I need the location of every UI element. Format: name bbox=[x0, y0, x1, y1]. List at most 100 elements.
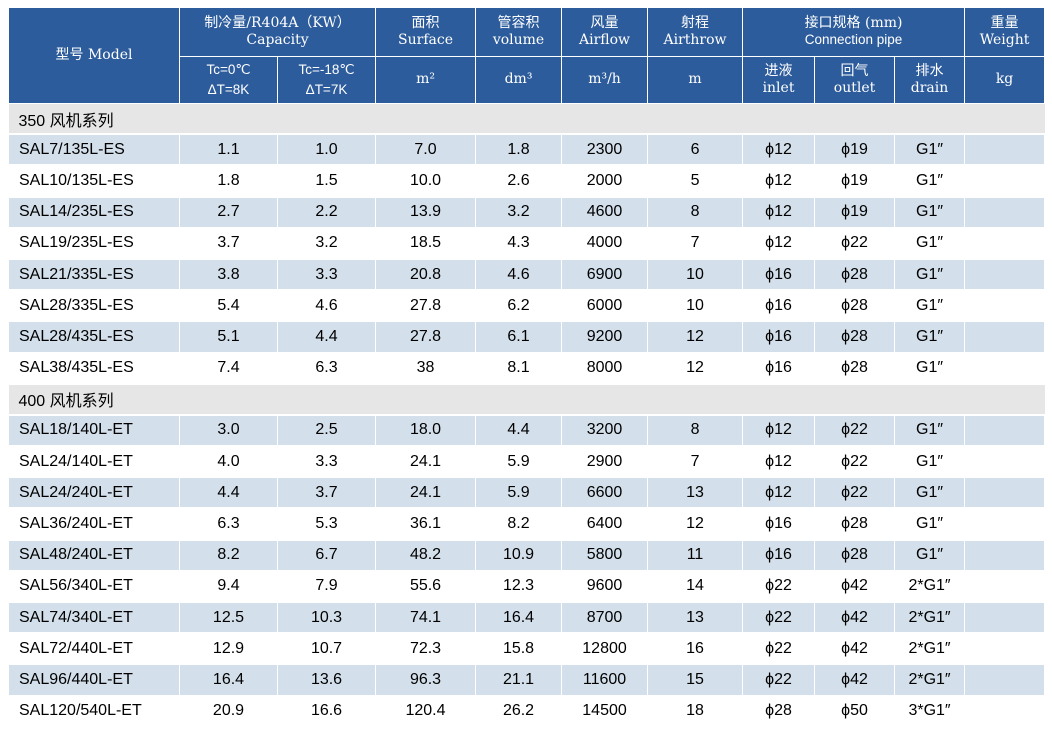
cell-weight bbox=[964, 227, 1046, 260]
header-model-label: 型号 Model bbox=[55, 46, 133, 63]
header-surface-en: Surface bbox=[398, 32, 453, 48]
cell-surface: 20.8 bbox=[375, 258, 477, 292]
cell-outlet: ϕ28 bbox=[814, 508, 896, 541]
cell-model: SAL72/440L-ET bbox=[8, 633, 180, 666]
cell-weight bbox=[964, 695, 1046, 728]
table-row: SAL28/335L-ES 5.4 4.6 27.8 6.2 6000 10 ϕ16 ϕ28 G1… bbox=[8, 290, 1046, 323]
cell-weight bbox=[964, 664, 1046, 697]
table-row: SAL72/440L-ET 12.9 10.7 72.3 15.8 12800 16 ϕ22 ϕ… bbox=[8, 633, 1046, 666]
cell-volume: 8.1 bbox=[475, 352, 563, 385]
cell-capacity-tc0: 6.3 bbox=[179, 508, 278, 541]
cell-model: SAL14/235L-ES bbox=[8, 196, 180, 229]
cell-airthrow: 10 bbox=[647, 258, 744, 292]
cell-capacity-tc18: 3.7 bbox=[276, 477, 377, 510]
cell-capacity-tc0: 20.9 bbox=[179, 695, 278, 728]
cell-surface: 38 bbox=[375, 352, 477, 385]
cell-weight bbox=[964, 446, 1046, 479]
cell-capacity-tc0: 12.5 bbox=[179, 602, 278, 635]
table-row: SAL38/435L-ES 7.4 6.3 38 8.1 8000 12 ϕ16 ϕ28 G1″ bbox=[8, 352, 1046, 385]
header-airthrow-cn: 射程 bbox=[681, 14, 710, 31]
cell-outlet: ϕ19 bbox=[814, 196, 896, 229]
cell-weight bbox=[964, 633, 1046, 666]
cell-drain: G1″ bbox=[894, 477, 966, 510]
cell-surface: 18.5 bbox=[375, 227, 477, 260]
header-weight-cn: 重量 bbox=[990, 14, 1019, 31]
cell-capacity-tc0: 1.8 bbox=[179, 165, 278, 198]
cell-surface: 18.0 bbox=[375, 414, 477, 448]
section-title-text: 400 风机系列 bbox=[18, 393, 114, 411]
cell-capacity-tc18: 2.5 bbox=[276, 414, 377, 448]
cell-drain: 2*G1″ bbox=[894, 602, 966, 635]
cell-airflow: 6400 bbox=[561, 508, 649, 541]
cell-model: SAL28/335L-ES bbox=[8, 290, 180, 323]
header-surface-cn: 面积 bbox=[411, 14, 440, 31]
cell-airflow: 12800 bbox=[561, 633, 649, 666]
header-surface-unit: m² bbox=[375, 56, 477, 104]
cell-drain: 2*G1″ bbox=[894, 664, 966, 697]
header-outlet-cn: 回气 bbox=[840, 62, 869, 79]
header-model: 型号 Model bbox=[8, 7, 180, 104]
cell-volume: 8.2 bbox=[475, 508, 563, 541]
table-row: SAL28/435L-ES 5.1 4.4 27.8 6.1 9200 12 ϕ16 ϕ28 G1… bbox=[8, 321, 1046, 354]
cell-outlet: ϕ19 bbox=[814, 134, 896, 167]
cell-inlet: ϕ12 bbox=[742, 227, 816, 260]
header-volume-cn: 管容积 bbox=[497, 14, 540, 31]
cell-inlet: ϕ22 bbox=[742, 633, 816, 666]
cell-drain: G1″ bbox=[894, 321, 966, 354]
cell-weight bbox=[964, 196, 1046, 229]
cell-surface: 24.1 bbox=[375, 446, 477, 479]
cell-capacity-tc0: 3.7 bbox=[179, 227, 278, 260]
cell-airthrow: 16 bbox=[647, 633, 744, 666]
cell-model: SAL21/335L-ES bbox=[8, 258, 180, 292]
cell-inlet: ϕ12 bbox=[742, 134, 816, 167]
spec-table: 型号 Model 制冷量/R404A（KW） Capacity 面积 Surfa… bbox=[8, 7, 1046, 728]
cell-model: SAL120/540L-ET bbox=[8, 695, 180, 728]
table-row: SAL24/140L-ET 4.0 3.3 24.1 5.9 2900 7 ϕ12 ϕ22 G1″ bbox=[8, 446, 1046, 479]
cell-airthrow: 8 bbox=[647, 414, 744, 448]
cell-drain: G1″ bbox=[894, 446, 966, 479]
table-row: SAL48/240L-ET 8.2 6.7 48.2 10.9 5800 11 ϕ16 ϕ28 G… bbox=[8, 539, 1046, 572]
cell-volume: 4.3 bbox=[475, 227, 563, 260]
cell-airthrow: 14 bbox=[647, 570, 744, 604]
cell-inlet: ϕ16 bbox=[742, 321, 816, 354]
table-row: SAL120/540L-ET 20.9 16.6 120.4 26.2 14500 18 ϕ2… bbox=[8, 695, 1046, 728]
cell-airflow: 4600 bbox=[561, 196, 649, 229]
cell-volume: 16.4 bbox=[475, 602, 563, 635]
cell-inlet: ϕ16 bbox=[742, 508, 816, 541]
cell-weight bbox=[964, 290, 1046, 323]
header-volume: 管容积 volume bbox=[475, 7, 563, 57]
cell-capacity-tc18: 5.3 bbox=[276, 508, 377, 541]
cell-outlet: ϕ50 bbox=[814, 695, 896, 728]
cell-capacity-tc18: 4.4 bbox=[276, 321, 377, 354]
cell-model: SAL36/240L-ET bbox=[8, 508, 180, 541]
cell-airflow: 14500 bbox=[561, 695, 649, 728]
cell-capacity-tc0: 2.7 bbox=[179, 196, 278, 229]
header-capacity-en: Capacity bbox=[246, 32, 309, 48]
cell-airflow: 6000 bbox=[561, 290, 649, 323]
cell-inlet: ϕ12 bbox=[742, 446, 816, 479]
cell-airthrow: 15 bbox=[647, 664, 744, 697]
cell-airthrow: 13 bbox=[647, 602, 744, 635]
cell-surface: 13.9 bbox=[375, 196, 477, 229]
header-weight: 重量 Weight bbox=[964, 7, 1046, 57]
cell-drain: 2*G1″ bbox=[894, 570, 966, 604]
cell-drain: G1″ bbox=[894, 414, 966, 448]
section-title: 350 风机系列 bbox=[8, 103, 1045, 136]
cell-capacity-tc0: 4.0 bbox=[179, 446, 278, 479]
cell-capacity-tc0: 5.4 bbox=[179, 290, 278, 323]
header-pipe-en: Connection pipe bbox=[804, 32, 903, 48]
cell-airthrow: 11 bbox=[647, 539, 744, 572]
cell-outlet: ϕ42 bbox=[814, 633, 896, 666]
header-tc0: Tc=0℃ ΔT=8K bbox=[179, 56, 278, 104]
cell-volume: 3.2 bbox=[475, 196, 563, 229]
header-weight-en: Weight bbox=[979, 32, 1030, 48]
section-row: 350 风机系列 bbox=[8, 103, 1045, 136]
cell-surface: 74.1 bbox=[375, 602, 477, 635]
header-airflow-unit: m³/h bbox=[561, 56, 649, 104]
cell-drain: 2*G1″ bbox=[894, 633, 966, 666]
header-tc18-label: Tc=-18℃ bbox=[298, 61, 355, 77]
cell-inlet: ϕ16 bbox=[742, 290, 816, 323]
header-airthrow-unit: m bbox=[647, 56, 744, 104]
cell-model: SAL38/435L-ES bbox=[8, 352, 180, 385]
header-inlet-cn: 进液 bbox=[764, 62, 793, 79]
